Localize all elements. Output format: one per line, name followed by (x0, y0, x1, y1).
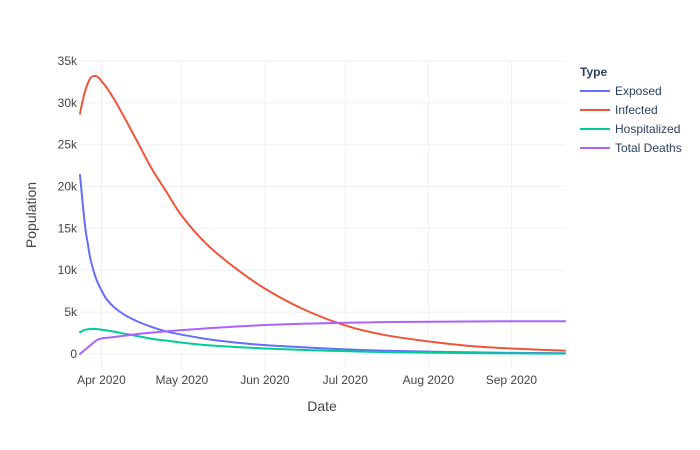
x-tick-label: May 2020 (155, 373, 208, 387)
legend-label: Total Deaths (615, 141, 682, 155)
x-tick-label: Jun 2020 (240, 373, 290, 387)
legend-items: Exposed Infected Hospitalized Total Deaths (580, 84, 682, 155)
series-line-exposed (79, 173, 566, 355)
y-axis-title: Population (23, 182, 39, 248)
y-tick-label: 5k (64, 305, 78, 319)
y-tick-label: 25k (58, 138, 78, 152)
legend[interactable]: Type Exposed Infected Hospitalized Total De… (580, 65, 682, 155)
legend-title: Type (580, 65, 607, 79)
y-tick-label: 15k (58, 221, 78, 235)
legend-item-total-deaths[interactable]: Total Deaths (580, 141, 682, 155)
legend-item-exposed[interactable]: Exposed (580, 84, 662, 98)
x-axis-ticks: Apr 2020 May 2020 Jun 2020 Jul 2020 Aug 2020… (77, 373, 537, 387)
y-tick-label: 0 (70, 347, 77, 361)
series-line-total-deaths (79, 320, 566, 355)
legend-label: Hospitalized (615, 122, 680, 136)
series-line-hospitalized (79, 327, 566, 355)
y-tick-label: 20k (58, 180, 78, 194)
legend-item-hospitalized[interactable]: Hospitalized (580, 122, 680, 136)
legend-item-infected[interactable]: Infected (580, 103, 658, 117)
x-tick-label: Sep 2020 (486, 373, 538, 387)
y-tick-label: 35k (58, 54, 78, 68)
x-tick-label: Aug 2020 (403, 373, 455, 387)
x-tick-label: Apr 2020 (77, 373, 126, 387)
y-tick-label: 10k (58, 263, 78, 277)
series-line-infected (79, 74, 566, 352)
legend-label: Infected (615, 103, 658, 117)
y-axis-ticks: 0 5k 10k 15k 20k 25k 30k 35k (58, 54, 78, 361)
plot-area (79, 74, 566, 355)
x-axis-title: Date (307, 398, 337, 414)
legend-label: Exposed (615, 84, 662, 98)
x-tick-label: Jul 2020 (323, 373, 369, 387)
y-tick-label: 30k (58, 96, 78, 110)
